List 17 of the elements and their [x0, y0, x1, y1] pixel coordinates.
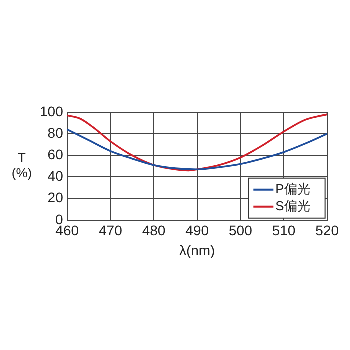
y-tick-label: 80	[48, 124, 64, 141]
x-tick-label: 480	[142, 222, 166, 239]
x-tick-label: 470	[99, 222, 123, 239]
legend-label: P偏光	[276, 181, 310, 196]
x-tick-label: 520	[316, 222, 340, 239]
legend-label: S偏光	[276, 198, 310, 214]
y-tick-label: 60	[48, 146, 64, 162]
y-tick-label: 0	[56, 211, 64, 228]
y-tick-label: 40	[48, 168, 64, 184]
y-tick-label: 20	[48, 190, 64, 206]
x-tick-label: 500	[228, 222, 253, 239]
y-tick-label: 100	[40, 103, 64, 120]
x-axis-title: λ(nm)	[179, 242, 216, 258]
line-series	[67, 128, 328, 171]
y-axis-title: T (%)	[12, 150, 32, 180]
x-tick-label: 490	[186, 222, 210, 239]
x-tick-label: 510	[272, 222, 296, 239]
